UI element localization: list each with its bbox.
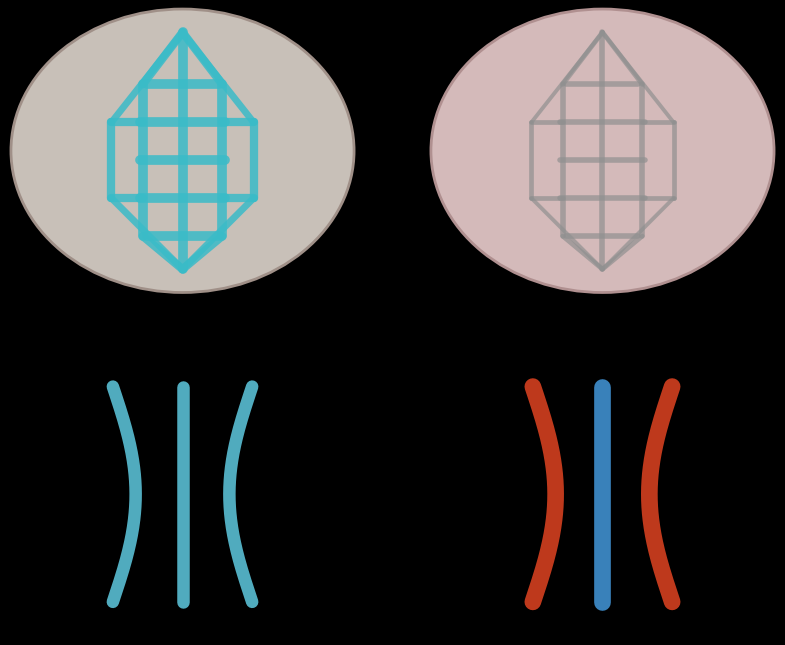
Circle shape [11,9,354,292]
Circle shape [431,9,774,292]
